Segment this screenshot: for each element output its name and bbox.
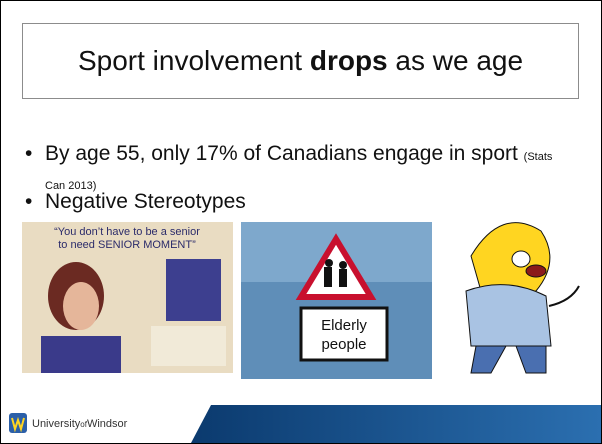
figure	[324, 267, 332, 287]
footer-text: of	[80, 420, 87, 429]
cartoon-mouth	[525, 264, 547, 278]
footer-band	[191, 405, 601, 443]
poster-text: “You don’t have to be a senior	[54, 226, 200, 238]
title-bold: drops	[309, 45, 388, 76]
poster-fineprint	[151, 326, 226, 366]
logo-mark	[11, 416, 25, 433]
sign-text: Elderly	[321, 317, 367, 334]
footer-text: University	[32, 418, 81, 430]
cartoon-sweater	[465, 284, 552, 347]
warning-sign	[295, 233, 377, 300]
footer-text: UniversityofWindsor	[32, 418, 128, 430]
footer-text: Windsor	[87, 418, 128, 430]
footer: UniversityofWindsor	[1, 405, 601, 443]
figure	[325, 259, 333, 267]
shirt	[41, 336, 121, 373]
cartoon-eye	[511, 250, 531, 268]
bullet-text: By age 55, only 17% of Canadians engage …	[45, 142, 518, 165]
cartoon-head	[470, 222, 551, 292]
cartoon-arm	[548, 285, 580, 307]
images: “You don’t have to be a senior to need S…	[22, 222, 580, 379]
title-text: as we age	[387, 45, 524, 76]
text-sign	[299, 306, 389, 362]
poster-text: to need SENIOR MOMENT”	[58, 239, 196, 251]
figure	[339, 261, 347, 269]
face	[63, 282, 99, 330]
title-text: Sport involvement	[77, 45, 310, 76]
cartoon-pants	[470, 345, 547, 374]
sign-text: people	[321, 336, 366, 353]
figure	[339, 269, 347, 287]
book	[166, 259, 221, 321]
title-box: Sport involvement drops as we age	[22, 23, 579, 99]
bullet: Negative Stereotypes	[25, 189, 246, 215]
bullet-text: Negative Stereotypes	[45, 190, 246, 213]
